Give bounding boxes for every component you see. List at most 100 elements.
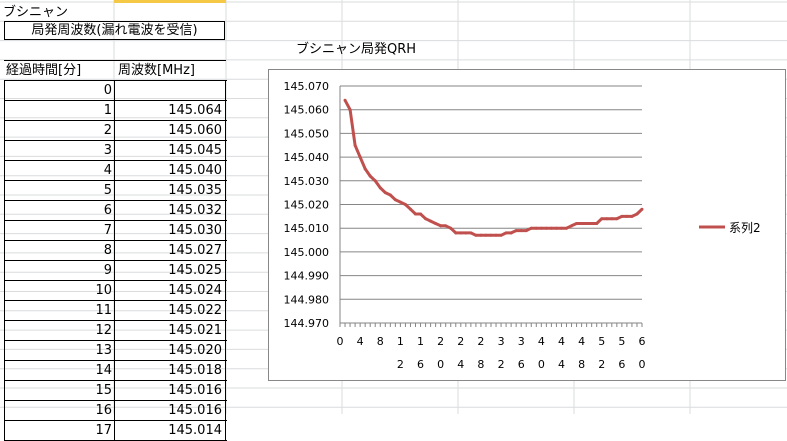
x-tick-label: 6	[639, 335, 646, 348]
frequency-cell[interactable]: 145.018	[115, 361, 226, 380]
data-point	[444, 224, 448, 228]
data-point	[454, 231, 458, 235]
data-point	[393, 198, 397, 202]
data-point	[519, 229, 523, 233]
elapsed-time-cell[interactable]: 13	[5, 341, 115, 360]
data-table: 0 1 145.064 2 145.060 3 145.045 4 145.040 5 145.03…	[4, 80, 227, 441]
data-point	[524, 229, 528, 233]
elapsed-time-cell[interactable]: 8	[5, 241, 115, 260]
data-point	[640, 207, 644, 211]
elapsed-time-cell[interactable]: 3	[5, 141, 115, 160]
data-point	[529, 226, 533, 230]
elapsed-time-cell[interactable]: 5	[5, 181, 115, 200]
y-tick-label: 144.980	[284, 293, 330, 306]
data-point	[570, 224, 574, 228]
data-point	[358, 155, 362, 159]
data-point	[565, 226, 568, 230]
x-tick-label: 1	[397, 335, 404, 348]
elapsed-time-cell[interactable]: 14	[5, 361, 115, 380]
frequency-cell[interactable]: 145.045	[115, 141, 226, 160]
data-point	[459, 231, 463, 235]
elapsed-time-cell[interactable]: 0	[5, 81, 115, 100]
elapsed-time-cell[interactable]: 1	[5, 101, 115, 120]
frequency-cell[interactable]: 145.060	[115, 121, 226, 140]
frequency-cell[interactable]: 145.032	[115, 201, 226, 220]
x-tick-label: 8	[578, 358, 585, 371]
data-point	[585, 221, 589, 225]
elapsed-time-cell[interactable]: 6	[5, 201, 115, 220]
frequency-cell[interactable]: 145.030	[115, 221, 226, 240]
data-point	[469, 231, 473, 235]
frequency-cell[interactable]: 145.040	[115, 161, 226, 180]
frequency-cell[interactable]: 145.014	[115, 421, 226, 440]
x-tick-label: 3	[498, 335, 505, 348]
data-point	[484, 233, 488, 237]
x-tick-label: 4	[357, 335, 364, 348]
data-point	[434, 221, 438, 225]
elapsed-time-cell[interactable]: 4	[5, 161, 115, 180]
data-point	[610, 217, 614, 221]
frequency-cell[interactable]	[115, 81, 226, 100]
data-point	[575, 221, 579, 225]
data-point	[388, 193, 392, 197]
table-row: 4 145.040	[5, 161, 227, 181]
frequency-cell[interactable]: 145.025	[115, 261, 226, 280]
frequency-cell[interactable]: 145.064	[115, 101, 226, 120]
sheet-title[interactable]: ブシニャン	[3, 5, 69, 20]
data-point	[605, 217, 609, 221]
elapsed-time-cell[interactable]: 16	[5, 401, 115, 420]
frequency-cell[interactable]: 145.027	[115, 241, 226, 260]
x-tick-label: 0	[437, 358, 444, 371]
header-frequency[interactable]: 周波数[MHz]	[118, 63, 195, 78]
y-tick-label: 145.030	[284, 175, 330, 188]
elapsed-time-cell[interactable]: 9	[5, 261, 115, 280]
frequency-cell[interactable]: 145.024	[115, 281, 226, 300]
selected-cell-indicator	[114, 0, 226, 3]
x-tick-label: 0	[538, 358, 545, 371]
data-point	[373, 179, 377, 183]
table-row: 14 145.018	[5, 361, 227, 381]
frequency-cell[interactable]: 145.021	[115, 321, 226, 340]
x-tick-label: 2	[437, 335, 444, 348]
series-line[interactable]	[343, 99, 644, 237]
y-tick-label: 144.970	[284, 317, 330, 330]
x-tick-label: 4	[558, 335, 565, 348]
table-subtitle[interactable]: 局発周波数(漏れ電波を受信)	[4, 21, 225, 40]
x-tick-label: 3	[518, 335, 525, 348]
data-point	[464, 231, 468, 235]
legend-label[interactable]: 系列2	[729, 221, 761, 235]
y-tick-label: 145.040	[284, 151, 330, 164]
header-elapsed-time[interactable]: 経過時間[分]	[6, 63, 82, 78]
table-row: 15 145.016	[5, 381, 227, 401]
elapsed-time-cell[interactable]: 12	[5, 321, 115, 340]
data-point	[494, 233, 498, 237]
data-point	[635, 212, 639, 216]
elapsed-time-cell[interactable]: 2	[5, 121, 115, 140]
frequency-cell[interactable]: 145.016	[115, 381, 226, 400]
data-point	[348, 108, 352, 112]
data-point	[514, 229, 518, 233]
elapsed-time-cell[interactable]: 15	[5, 381, 115, 400]
data-point	[479, 233, 483, 237]
data-point	[474, 233, 478, 237]
table-row: 5 145.035	[5, 181, 227, 201]
frequency-cell[interactable]: 145.022	[115, 301, 226, 320]
frequency-cell[interactable]: 145.016	[115, 401, 226, 420]
table-row: 6 145.032	[5, 201, 227, 221]
x-tick-label: 4	[457, 358, 464, 371]
elapsed-time-cell[interactable]: 7	[5, 221, 115, 240]
frequency-cell[interactable]: 145.035	[115, 181, 226, 200]
x-tick-label: 0	[337, 335, 344, 348]
frequency-cell[interactable]: 145.020	[115, 341, 226, 360]
elapsed-time-cell[interactable]: 11	[5, 301, 115, 320]
y-tick-label: 145.010	[284, 222, 330, 235]
table-row: 11 145.022	[5, 301, 227, 321]
x-tick-label: 8	[477, 358, 484, 371]
y-tick-label: 144.990	[284, 270, 330, 283]
chart-title: ブシニャン局発QRH	[296, 42, 417, 57]
chart-area[interactable]: 144.970 144.980 144.990 145.000 145.010 145.0…	[268, 69, 786, 381]
elapsed-time-cell[interactable]: 10	[5, 281, 115, 300]
data-point	[343, 98, 347, 102]
elapsed-time-cell[interactable]: 17	[5, 421, 115, 440]
x-tick-label: 5	[618, 335, 625, 348]
